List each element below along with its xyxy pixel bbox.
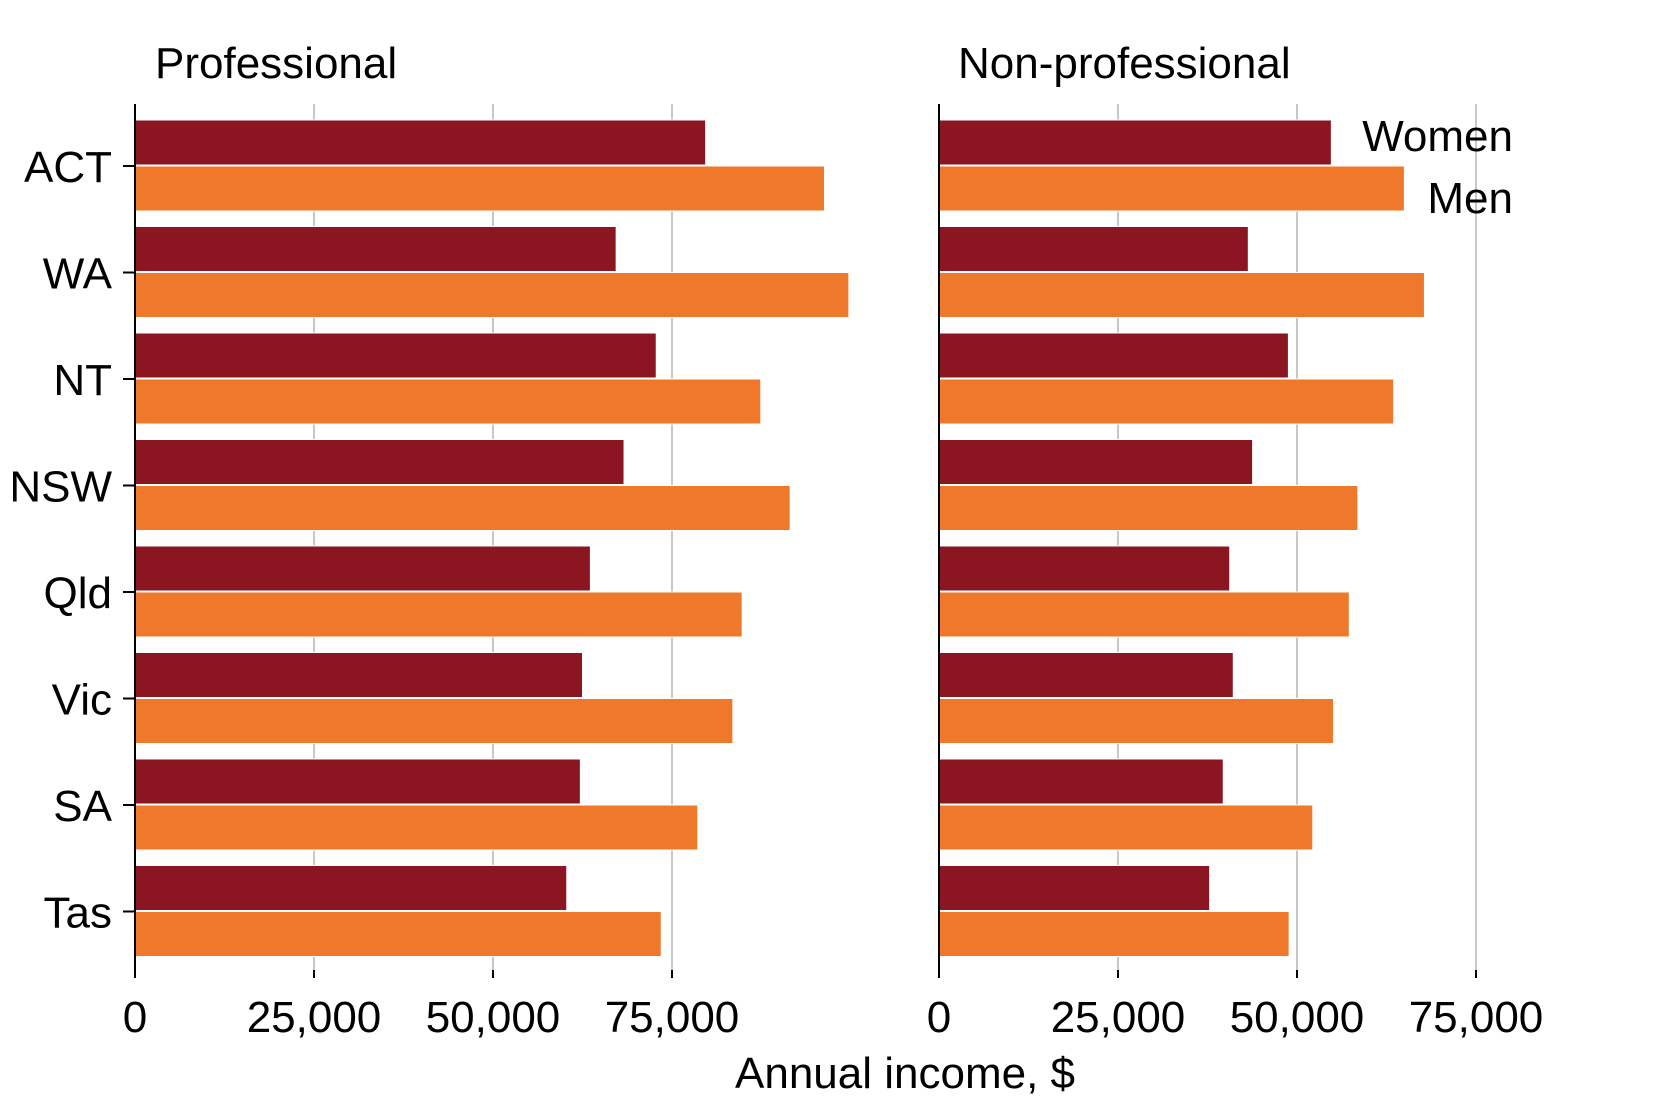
y-tick-label-qld: Qld	[44, 569, 112, 618]
bar-non-professional-nsw-men	[938, 485, 1359, 531]
bar-non-professional-nt-men	[938, 378, 1395, 425]
bar-non-professional-vic-women	[938, 652, 1234, 698]
y-tick-label-tas: Tas	[44, 889, 112, 938]
bar-professional-nt-men	[134, 378, 762, 425]
bar-professional-sa-women	[134, 758, 581, 805]
x-tick-label-non-professional-0: 0	[927, 993, 951, 1042]
x-tick-label-professional-2: 50,000	[426, 993, 561, 1042]
bar-professional-nsw-women	[134, 439, 625, 485]
bar-non-professional-vic-men	[938, 698, 1335, 744]
bar-professional-vic-men	[134, 698, 734, 744]
bar-non-professional-nsw-women	[938, 439, 1254, 485]
bar-non-professional-sa-men	[938, 804, 1314, 851]
y-tick-label-nsw: NSW	[9, 463, 112, 512]
bar-professional-act-women	[134, 119, 707, 166]
x-tick-label-non-professional-1: 25,000	[1051, 993, 1186, 1042]
x-tick-label-non-professional-3: 75,000	[1409, 993, 1544, 1042]
x-axis-title: Annual income, $	[735, 1049, 1075, 1096]
bar-professional-wa-women	[134, 226, 617, 272]
y-tick-label-wa: WA	[43, 250, 113, 299]
bar-professional-nsw-men	[134, 485, 791, 531]
bar-professional-tas-men	[134, 911, 662, 957]
bar-non-professional-wa-women	[938, 226, 1249, 272]
bar-non-professional-tas-men	[938, 911, 1290, 957]
axis-layer: 0 25,000 50,000 75,000 ACT WA NT NSW Qld Vic SA Tas…	[9, 104, 1543, 1042]
bar-professional-act-men	[134, 165, 826, 212]
bar-professional-nt-women	[134, 332, 657, 379]
bar-non-professional-act-women	[938, 119, 1332, 166]
x-tick-label-professional-1: 25,000	[247, 993, 382, 1042]
bar-professional-tas-women	[134, 865, 568, 911]
bar-non-professional-qld-women	[938, 545, 1231, 592]
y-tick-label-act: ACT	[24, 143, 112, 192]
bar-non-professional-wa-men	[938, 272, 1425, 318]
bar-non-professional-sa-women	[938, 758, 1224, 805]
bar-professional-vic-women	[134, 652, 583, 698]
legend-men: Men	[1427, 174, 1513, 223]
bar-professional-qld-women	[134, 545, 591, 592]
bar-non-professional-qld-men	[938, 591, 1350, 638]
x-tick-label-non-professional-2: 50,000	[1230, 993, 1365, 1042]
bar-professional-wa-men	[134, 272, 850, 318]
y-tick-label-sa: SA	[53, 782, 112, 831]
panel-title-non-professional: Non-professional	[958, 39, 1291, 88]
y-tick-label-vic: Vic	[52, 676, 112, 725]
bar-professional-qld-men	[134, 591, 743, 638]
legend-women: Women	[1362, 112, 1513, 161]
panel-title-professional: Professional	[155, 39, 397, 88]
bar-non-professional-act-men	[938, 165, 1405, 212]
x-tick-label-professional-0: 0	[123, 993, 147, 1042]
x-tick-label-professional-3: 75,000	[605, 993, 740, 1042]
y-tick-label-nt: NT	[53, 356, 112, 405]
bar-layer	[134, 119, 1425, 957]
bar-professional-sa-men	[134, 804, 699, 851]
bar-non-professional-nt-women	[938, 332, 1289, 379]
bar-non-professional-tas-women	[938, 865, 1211, 911]
